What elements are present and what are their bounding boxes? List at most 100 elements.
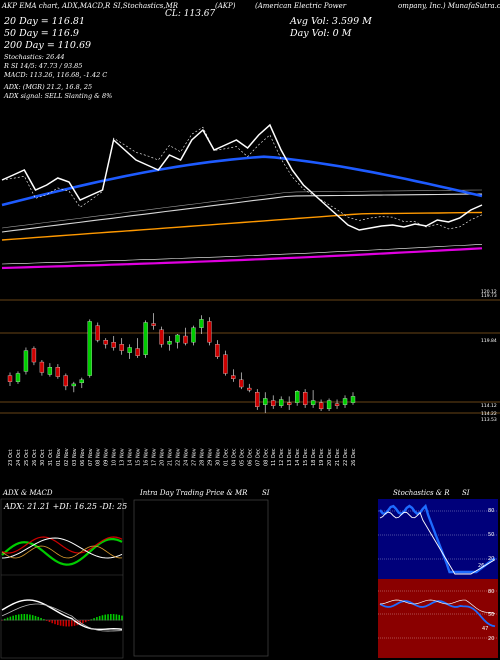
mrsi-line [379, 599, 496, 614]
candle-body [350, 396, 356, 403]
avg-volume-label: Avg Vol: 3.599 M [290, 16, 372, 27]
candle-body [47, 367, 53, 375]
candle-body [342, 398, 348, 405]
date-label: 22 Dec [343, 448, 349, 466]
adx-label: ADX: (MGR) 21.2, 16.8, 25 [4, 83, 93, 91]
rsi-tick-80: 80 [488, 589, 495, 595]
price-level-label: 119.84 [481, 338, 497, 344]
date-label: 23 Oct [8, 449, 14, 466]
candle-body [287, 402, 292, 405]
date-label: 07 Nov [88, 448, 94, 466]
macd-histogram-bar [6, 617, 9, 621]
candle-body [183, 335, 188, 344]
price-level-label: 114.22 [481, 411, 497, 417]
date-label: 29 Nov [207, 448, 213, 466]
stoch-panel-si: SI [462, 489, 470, 497]
candle-body [71, 383, 76, 387]
price-level-label: 119.73 [481, 293, 497, 299]
date-label: 10 Nov [112, 448, 118, 466]
candle-body [215, 344, 220, 357]
date-label: 14 Dec [295, 448, 301, 466]
macd-histogram-bar [26, 614, 28, 621]
header-company: (American Electric Power [255, 2, 347, 10]
candle-body [295, 391, 300, 403]
date-label: 04 Dec [231, 448, 237, 466]
date-label: 15 Dec [303, 448, 309, 466]
candle-body [326, 400, 332, 410]
macd-histogram-bar [93, 618, 95, 621]
macd-histogram-bar [15, 614, 17, 621]
macd-histogram-bar [20, 614, 23, 621]
adx-values: ADX: 21.21 +DI: 16.25 -DI: 25 [4, 502, 128, 511]
candle-body [159, 329, 164, 345]
candle-body [247, 387, 252, 391]
date-label: 03 Nov [72, 448, 78, 466]
macd-histogram-bar [107, 614, 109, 621]
intraday-panel-title: Intra Day Trading Price & MR [140, 489, 248, 497]
date-label: 08 Nov [96, 448, 102, 466]
date-label: 02 Nov [64, 448, 70, 466]
macd-histogram-bar [48, 620, 51, 623]
macd-histogram-bar [17, 614, 20, 621]
date-label: 24 Oct [16, 449, 22, 466]
macd-histogram-bar [104, 614, 107, 621]
macd-histogram-bar [65, 620, 67, 627]
intraday-panel-si: SI [262, 489, 270, 497]
date-label: 24 Nov [183, 448, 189, 466]
candle-body [255, 392, 260, 407]
ema-200-label: 200 Day = 110.69 [4, 40, 92, 51]
macd-histogram-bar [70, 620, 73, 627]
close-price-line [1, 123, 483, 231]
stochastics-label: Stochastics: 26.44 [4, 53, 65, 61]
date-label: 26 Dec [351, 448, 357, 466]
rsi-value: 47 [482, 626, 489, 632]
macd-histogram-bar [118, 614, 121, 621]
candle-body [31, 348, 37, 363]
date-label: 26 Oct [32, 449, 38, 466]
macd-histogram-bar [68, 620, 70, 627]
date-label: 05 Dec [239, 448, 245, 466]
plus-di-line [1, 538, 123, 566]
date-label: 27 Nov [191, 448, 197, 466]
candle-body [279, 399, 284, 406]
header-close: CL: 113.67 [165, 9, 216, 19]
adx-aux-line [1, 545, 123, 559]
date-label: 11 Dec [271, 448, 277, 466]
candle-body [39, 361, 45, 373]
ema-50-band [1, 189, 483, 229]
adx-signal-label: ADX signal: SELL Slanting & 8% [4, 92, 113, 100]
date-label: 12 Dec [279, 448, 285, 466]
candle-body [7, 375, 13, 382]
price-level-label: 120.12 [481, 289, 497, 295]
date-label: 20 Dec [327, 448, 333, 466]
candle-body [23, 350, 29, 372]
candle-body [318, 402, 324, 410]
price-chart: 23 Oct 24 Oct 25 Oct 26 Oct 30 Oct 31 Oct 01 N… [0, 123, 500, 466]
date-label: 06 Dec [247, 448, 253, 466]
ema-20-label: 20 Day = 116.81 [4, 16, 85, 27]
candle-body [55, 367, 61, 377]
ema-100-line [1, 211, 483, 241]
macd-histogram-bar [62, 620, 65, 627]
macd-histogram-bar [115, 614, 118, 621]
header-title-mid: SI,Stochastics,MR [113, 2, 179, 10]
ema-50-label: 50 Day = 116.9 [4, 28, 79, 39]
macd-histogram-bar [59, 620, 62, 626]
adx-panel-title: ADX & MACD [3, 489, 53, 497]
price-level-label: 113.53 [481, 417, 497, 423]
candle-body [119, 344, 124, 351]
candle-body [87, 321, 92, 376]
date-label: 25 Oct [24, 449, 30, 466]
candle-body [143, 322, 148, 355]
candle-body [63, 375, 68, 387]
date-label: 17 Nov [152, 448, 158, 466]
macd-histogram-bar [57, 620, 59, 626]
header-company-2: ompany, Inc.) MunafaSutra.com [398, 2, 500, 10]
macd-histogram-bar [29, 614, 31, 621]
date-label: 01 Dec [223, 448, 229, 466]
macd-label: MACD: 113.26, 116.68, -1.42 C [4, 71, 108, 79]
date-label: 09 Nov [104, 448, 110, 466]
ema-20-line [1, 155, 483, 207]
candle-body [271, 400, 276, 406]
macd-histogram-bar [98, 616, 101, 621]
